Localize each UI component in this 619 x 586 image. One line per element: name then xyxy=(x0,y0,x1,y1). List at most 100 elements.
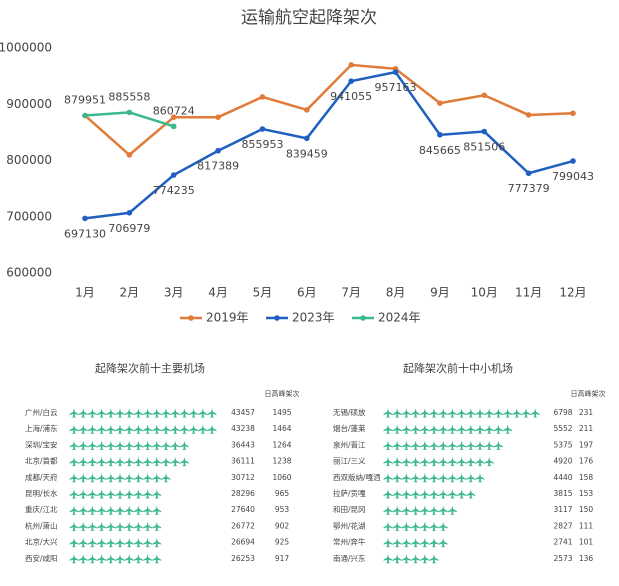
value-label: 4440 xyxy=(553,473,572,482)
airport-name: 丽江/三义 xyxy=(333,457,366,466)
plane-icon xyxy=(133,505,143,515)
plane-icon xyxy=(143,505,153,515)
data-point xyxy=(215,147,221,154)
data-point xyxy=(170,172,177,178)
plane-icon xyxy=(392,457,402,467)
icon-row xyxy=(69,489,162,499)
plane-icon xyxy=(133,554,143,564)
plane-icon xyxy=(106,505,116,515)
data-point xyxy=(570,158,576,164)
plane-icon xyxy=(170,408,180,418)
plane-icon xyxy=(392,473,402,483)
data-point xyxy=(304,107,310,113)
plane-icon xyxy=(411,538,421,548)
data-point xyxy=(215,114,221,120)
value-label: 36443 xyxy=(231,440,255,449)
data-point xyxy=(437,100,443,106)
plane-icon xyxy=(87,554,97,564)
value-label: 2827 xyxy=(553,521,572,530)
legend-dot xyxy=(188,315,194,321)
plane-icon xyxy=(133,408,143,418)
plane-icon xyxy=(170,457,180,467)
plane-icon xyxy=(143,538,153,548)
airport-name: 常州/奔牛 xyxy=(333,537,366,547)
value-label: 5375 xyxy=(553,440,572,449)
plane-icon xyxy=(78,473,88,483)
plane-icon xyxy=(143,489,153,499)
plane-icon xyxy=(447,473,457,483)
icon-row xyxy=(383,538,448,548)
icon-row xyxy=(383,424,513,434)
plane-icon xyxy=(143,457,153,467)
plane-icon xyxy=(411,457,421,467)
plane-icon xyxy=(392,424,402,434)
plane-icon xyxy=(383,408,393,418)
plane-icon xyxy=(87,538,97,548)
plane-icon xyxy=(392,554,402,564)
icon-row xyxy=(69,408,217,418)
icon-row xyxy=(383,505,457,515)
value-label: 28296 xyxy=(231,489,255,498)
plane-icon xyxy=(401,424,411,434)
plane-icon xyxy=(420,457,430,467)
plane-icon xyxy=(438,489,448,499)
plane-icon xyxy=(411,554,421,564)
plane-icon xyxy=(124,538,134,548)
plane-icon xyxy=(152,489,162,499)
airport-name: 西双版纳/嘎洒 xyxy=(333,472,381,482)
airport-name: 拉萨/贡嘎 xyxy=(333,488,366,498)
plane-icon xyxy=(69,473,79,483)
plane-icon xyxy=(161,457,171,467)
plane-icon xyxy=(78,505,88,515)
peak-value: 1464 xyxy=(272,424,291,433)
plane-icon xyxy=(521,408,531,418)
y-tick-label: 800000 xyxy=(6,153,52,167)
plane-icon xyxy=(401,473,411,483)
data-label: 839459 xyxy=(286,147,328,160)
plane-icon xyxy=(401,538,411,548)
plane-icon xyxy=(429,538,439,548)
plane-icon xyxy=(152,554,162,564)
plane-icon xyxy=(69,440,79,450)
plane-icon xyxy=(411,440,421,450)
airport-name: 昆明/长水 xyxy=(25,488,58,498)
plane-icon xyxy=(161,424,171,434)
plane-icon xyxy=(152,521,162,531)
plane-icon xyxy=(207,408,217,418)
plane-icon xyxy=(411,424,421,434)
plane-icon xyxy=(392,408,402,418)
peak-value: 925 xyxy=(275,538,290,547)
peak-value: 1264 xyxy=(272,440,291,449)
plane-icon xyxy=(78,521,88,531)
peak-value: 902 xyxy=(275,521,290,530)
plane-icon xyxy=(392,489,402,499)
plane-icon xyxy=(438,440,448,450)
y-tick-label: 700000 xyxy=(6,209,52,223)
plane-icon xyxy=(438,408,448,418)
plane-icon xyxy=(484,408,494,418)
data-label: 697130 xyxy=(64,227,106,240)
plane-icon xyxy=(207,424,217,434)
icon-row xyxy=(69,473,171,483)
plane-icon xyxy=(124,521,134,531)
plane-icon xyxy=(78,554,88,564)
data-point xyxy=(259,94,266,100)
plane-icon xyxy=(401,440,411,450)
airport-name: 鄂州/花湖 xyxy=(333,520,366,530)
plane-icon xyxy=(429,505,439,515)
plane-icon xyxy=(493,424,503,434)
plane-icon xyxy=(466,473,476,483)
plane-icon xyxy=(143,554,153,564)
x-tick-label: 12月 xyxy=(559,286,586,300)
airport-name: 北京/大兴 xyxy=(25,537,58,547)
plane-icon xyxy=(161,408,171,418)
data-point xyxy=(126,210,133,216)
x-tick-label: 3月 xyxy=(164,286,184,300)
plane-icon xyxy=(457,408,467,418)
plane-icon xyxy=(124,505,134,515)
plane-icon xyxy=(97,440,107,450)
plane-icon xyxy=(78,538,88,548)
value-label: 3815 xyxy=(553,489,572,498)
plane-icon xyxy=(143,408,153,418)
plane-icon xyxy=(78,457,88,467)
